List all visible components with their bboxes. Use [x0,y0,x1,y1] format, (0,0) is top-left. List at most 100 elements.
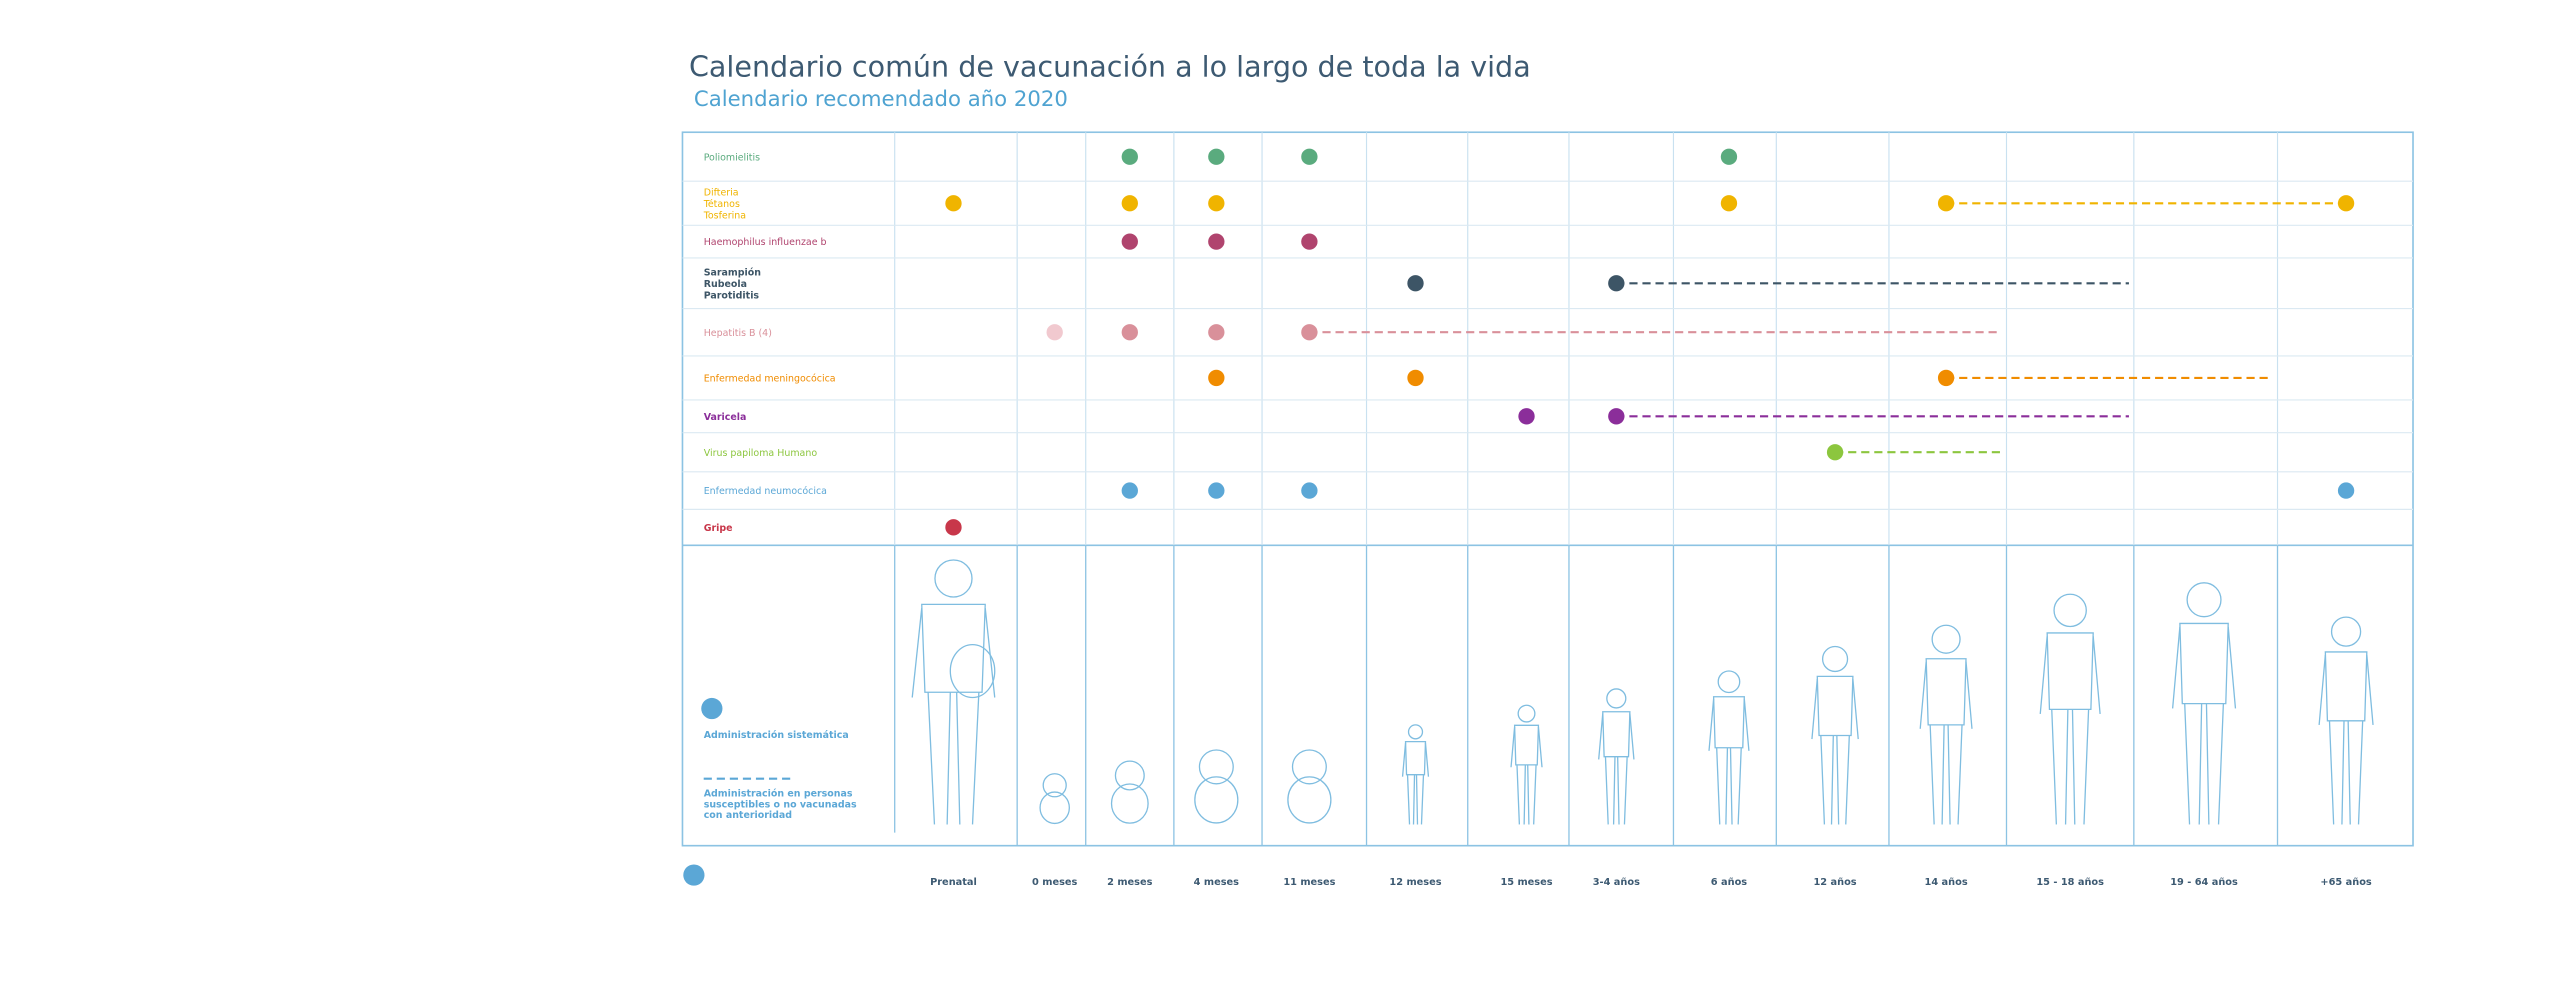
arm [1965,661,1973,729]
head [1407,724,1424,740]
dose-dot [945,519,962,536]
head [1291,749,1327,785]
dose-dot [1208,482,1225,499]
legend-dot [701,697,723,720]
legend-dot [683,864,705,886]
person-figure [1110,760,1149,824]
age-label: 6 años [1711,877,1747,888]
arm [2318,654,2326,725]
age-label: 14 años [1925,877,1968,888]
vaccine-name: Haemophilus influenzae b [704,237,827,248]
vaccine-name: Tétanos [703,199,740,210]
legs [1604,756,1628,825]
dose-dot [945,195,962,212]
head [1931,624,1961,654]
dose-dot [1121,195,1138,212]
person-figure [1598,688,1635,825]
dose-dot [1301,233,1318,250]
person-figure [2171,582,2237,825]
person-figure [1811,645,1859,825]
head [1517,704,1536,723]
vaccine-name: Virus papiloma Humano [704,448,818,459]
vaccine-name: Parotiditis [704,290,760,301]
dose-dot [2337,195,2355,212]
head [2186,582,2222,618]
dose-dot [1121,324,1138,341]
head [1042,773,1067,798]
person-figure [1919,624,1973,825]
legend-text: Administración sistemática [704,730,849,741]
vaccine-name: Hepatitis B (4) [704,328,772,339]
body [1110,783,1149,824]
person-figure [911,559,996,825]
age-label: 12 meses [1389,877,1441,888]
dose-dot [1720,195,1738,212]
person-figure [1287,749,1332,824]
arm [2366,654,2374,725]
arm [2171,626,2181,709]
legs [2184,703,2225,825]
legend-text: Administración en personas [704,789,853,800]
table-border [681,131,2414,847]
legend-text: con anterioridad [704,810,792,821]
age-label: 19 - 64 años [2170,877,2238,888]
age-label: 2 meses [1107,877,1152,888]
dose-dot [1301,482,1318,499]
dose-dot [1301,148,1318,165]
arm [1424,742,1430,777]
person-figure [1708,670,1750,825]
torso [921,603,986,693]
vaccine-name: Tosferina [703,210,746,221]
legs [1406,774,1425,825]
dose-dot [1720,148,1738,165]
dose-dot [1121,148,1138,165]
arm [1629,713,1635,760]
age-label: 11 meses [1283,877,1335,888]
age-label: +65 años [2320,877,2371,888]
person-figure [1401,724,1430,825]
legs [927,692,980,825]
legs [2051,709,2090,825]
arm [1919,661,1927,729]
head [1606,688,1627,709]
dose-dot [1826,444,1844,461]
body [1287,776,1332,824]
legs [1820,735,1850,825]
torso [2324,651,2368,722]
title: Calendario común de vacunación a lo larg… [689,50,1531,84]
legs [1929,724,1963,825]
vaccine-name: Difteria [704,187,739,198]
age-label: 15 - 18 años [2036,877,2104,888]
vaccine-name: Rubeola [704,279,747,290]
head [1114,760,1145,791]
dose-dot [1208,148,1225,165]
legs [1716,747,1742,825]
legs [2328,720,2364,825]
belly [949,643,996,699]
arm [1510,726,1516,768]
vaccine-name: Gripe [704,523,733,534]
torso [2046,632,2094,711]
arm [2039,636,2048,715]
arm [1852,678,1859,740]
torso [1602,711,1631,758]
torso [1816,675,1854,737]
torso [1404,740,1427,776]
vaccine-name: Sarampión [704,267,761,278]
dose-dot [1208,195,1225,212]
arm [911,608,923,698]
dose-dot [1937,369,1955,387]
dose-dot [1407,369,1424,387]
torso [1712,696,1745,749]
arm [984,608,996,698]
subtitle: Calendario recomendado año 2020 [694,87,1068,112]
dose-dot [1208,233,1225,250]
dose-dot [1208,369,1225,387]
dose-dot [1046,324,1063,341]
arm [1537,726,1543,768]
head [934,559,973,598]
dose-dot [1301,324,1318,341]
head [1198,749,1234,785]
